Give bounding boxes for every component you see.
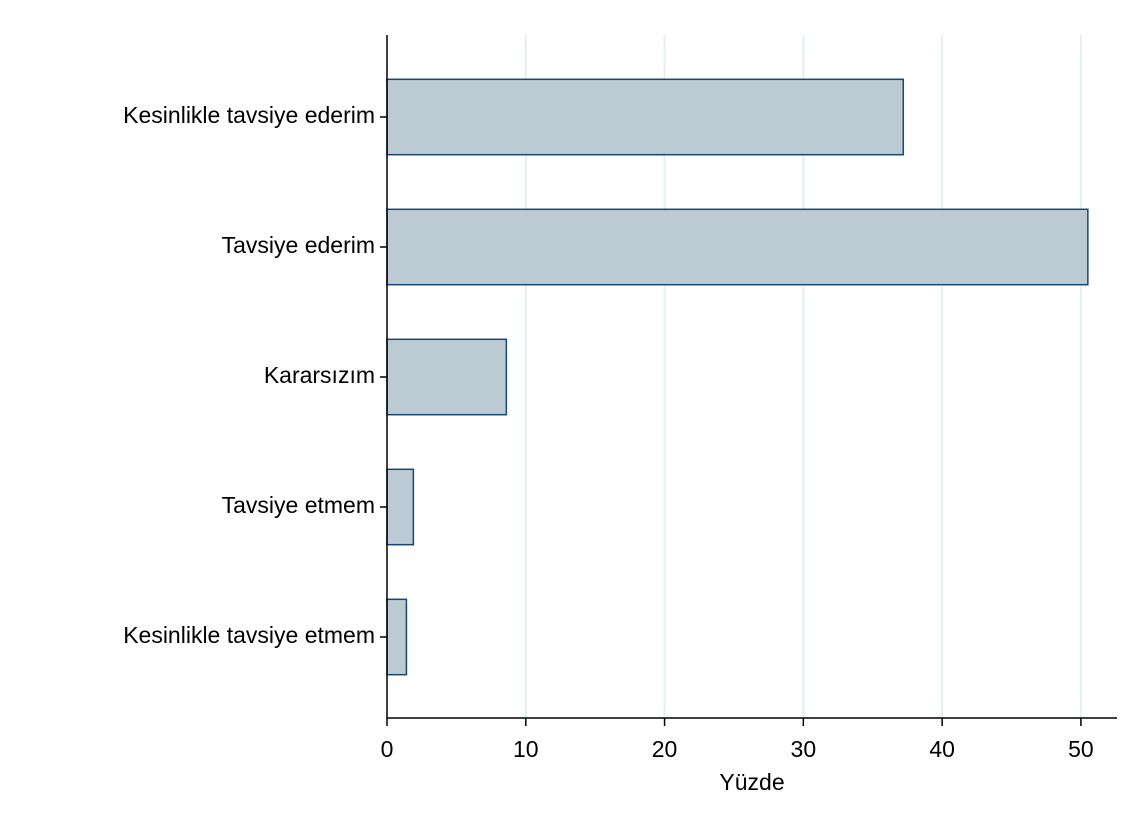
x-tick-label: 40 [929,736,955,762]
x-tick-label: 0 [381,736,394,762]
x-tick-label: 50 [1068,736,1094,762]
x-tick-label: 20 [652,736,678,762]
y-tick-label: Kararsızım [264,362,375,388]
y-tick-label: Kesinlikle tavsiye ederim [123,102,375,128]
x-tick-label: 30 [791,736,817,762]
x-axis-label: Yüzde [719,769,784,795]
y-tick-label: Kesinlikle tavsiye etmem [123,622,375,648]
bar [386,338,508,416]
y-tick-label: Tavsiye etmem [222,492,375,518]
bar [386,468,415,546]
bar [386,78,905,156]
bar [386,208,1089,286]
bar [386,598,408,676]
y-tick-label: Tavsiye ederim [222,232,375,258]
x-tick-label: 10 [513,736,539,762]
